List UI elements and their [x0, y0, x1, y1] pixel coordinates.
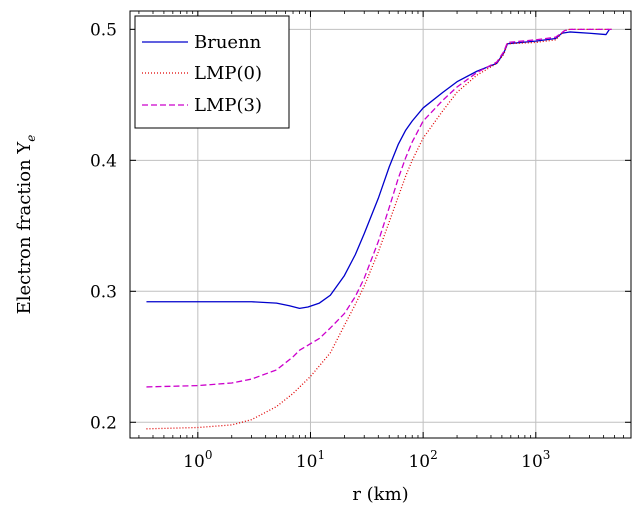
series-line-bruenn [146, 28, 610, 309]
plot-frame [129, 10, 632, 439]
y-tick-label: 0.5 [90, 20, 117, 40]
y-tick-label: 0.3 [90, 282, 117, 302]
grid-layer [130, 11, 631, 438]
legend: Bruenn LMP(0) LMP(3) [134, 15, 290, 129]
y-axis-label-subscript: e [24, 135, 38, 142]
y-axis-label: Electron fraction Ye [14, 135, 38, 315]
x-axis-label: r (km) [352, 484, 408, 505]
series-layer [146, 28, 613, 430]
series-line-lmp0 [146, 28, 613, 430]
x-tick-label: 101 [296, 448, 325, 472]
y-tick-label: 0.2 [90, 413, 117, 433]
x-tick-label: 100 [183, 448, 212, 472]
legend-label-lmp0: LMP(0) [194, 63, 262, 84]
x-tick-label: 102 [408, 448, 437, 472]
tick-layer: 100 101 102 103 0.2 0.3 0.4 0.5 [90, 11, 632, 472]
y-axis-label-main: Electron fraction Y [14, 141, 35, 315]
legend-label-lmp3: LMP(3) [194, 95, 262, 116]
y-tick-label: 0.4 [90, 151, 117, 171]
legend-box [134, 15, 290, 129]
series-line-lmp3 [146, 28, 613, 388]
legend-label-bruenn: Bruenn [194, 32, 262, 53]
x-tick-label: 103 [521, 448, 550, 472]
